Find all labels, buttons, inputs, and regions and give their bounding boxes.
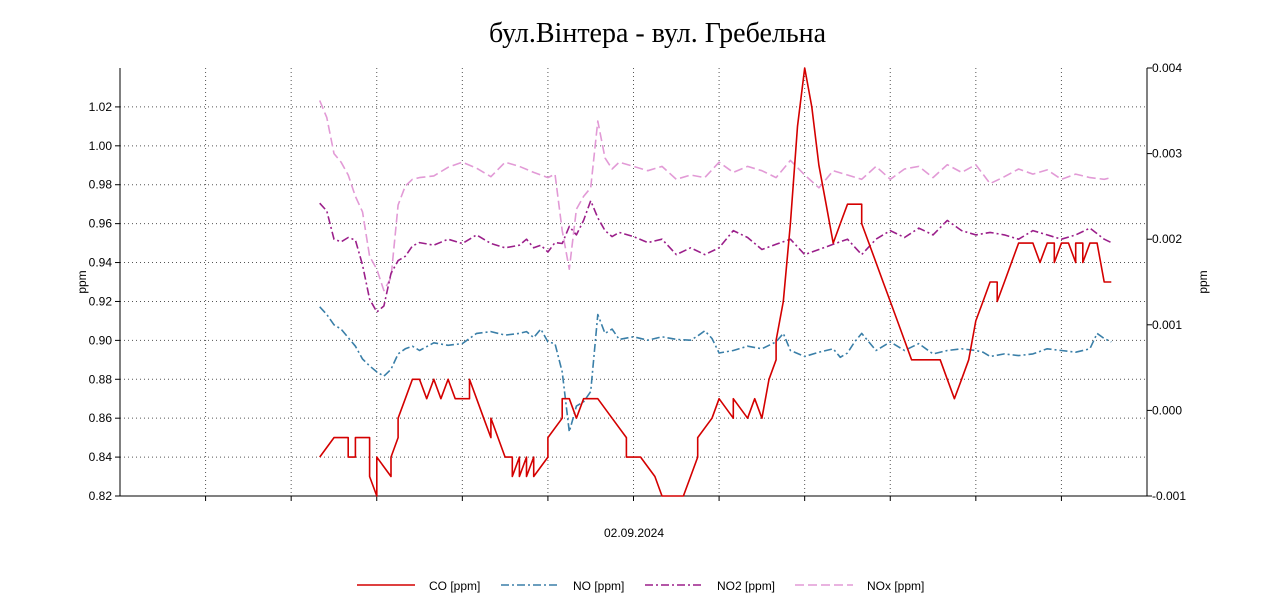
y-left-tick-label: 0.98 — [89, 178, 113, 192]
legend: CO [ppm] NO [ppm] NO2 [ppm] NOx [ppm] — [0, 576, 1280, 600]
series-line-no2 — [319, 199, 1112, 313]
y-left-tick-label: 1.00 — [89, 139, 113, 153]
y-left-tick-label: 0.82 — [89, 489, 113, 503]
y-left-tick-label: 0.92 — [89, 294, 113, 308]
grid — [120, 68, 1147, 496]
series-line-co — [319, 67, 1112, 497]
y-left-tick-label: 1.02 — [89, 100, 113, 114]
series-layer — [318, 67, 1112, 497]
y-right-tick-label: -0.001 — [1152, 489, 1186, 503]
x-axis-label: 02.09.2024 — [604, 526, 664, 540]
y-right-tick-label: 0.003 — [1152, 147, 1182, 161]
y-right-tick-label: 0.000 — [1152, 403, 1182, 417]
legend-label-co: CO [ppm] — [429, 579, 481, 593]
tick-labels: 0.82 0.84 0.86 0.88 0.90 0.92 0.94 0.96 0.98 1.00… — [89, 61, 1187, 503]
y-right-tick-label: 0.001 — [1152, 318, 1182, 332]
legend-label-no2: NO2 [ppm] — [717, 579, 776, 593]
y-axis-right-label: ppm — [1196, 270, 1210, 293]
y-left-tick-label: 0.88 — [89, 372, 113, 386]
y-left-tick-label: 0.84 — [89, 450, 113, 464]
y-left-tick-label: 0.90 — [89, 333, 113, 347]
chart-title: бул.Вінтера - вул. Гребельна — [488, 18, 827, 49]
y-right-tick-label: 0.004 — [1152, 61, 1182, 75]
y-right-tick-label: 0.002 — [1152, 232, 1182, 246]
legend-label-nox: NOx [ppm] — [867, 579, 925, 593]
legend-label-no: NO [ppm] — [573, 579, 625, 593]
y-axis-left-label: ppm — [75, 270, 89, 293]
y-left-tick-label: 0.96 — [89, 217, 113, 231]
series-line-no — [319, 306, 1112, 433]
series-line-nox — [318, 100, 1112, 292]
y-left-tick-label: 0.94 — [89, 256, 113, 270]
axes — [115, 67, 1152, 501]
y-left-tick-label: 0.86 — [89, 411, 113, 425]
